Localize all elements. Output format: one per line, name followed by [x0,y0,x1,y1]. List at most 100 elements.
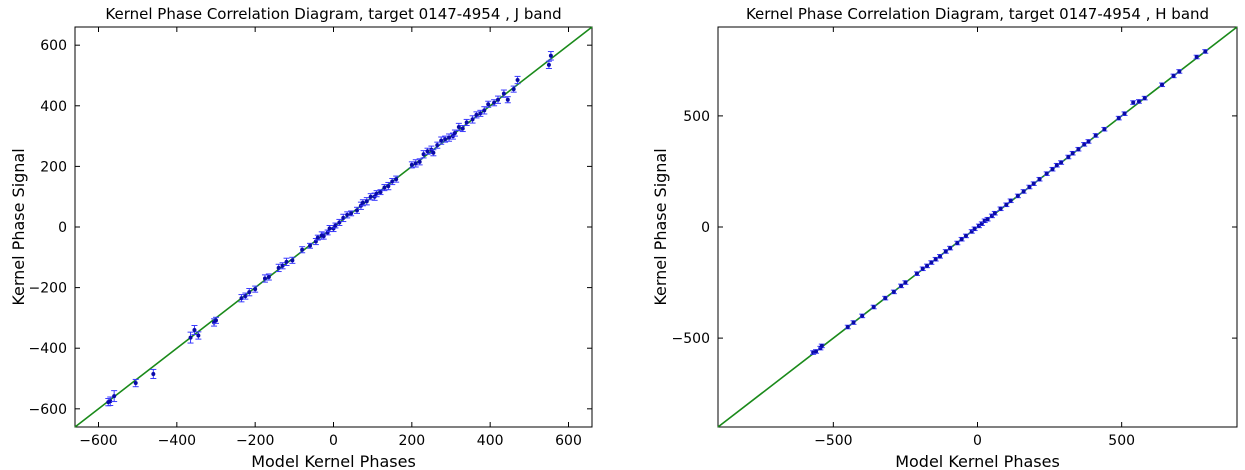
data-point [107,396,114,406]
point-marker [151,371,156,376]
chart-title: Kernel Phase Correlation Diagram, target… [746,5,1209,23]
data-point [261,274,268,283]
data-point [299,246,306,254]
data-point [870,304,877,310]
y-axis-label: Kernel Phase Signal [651,148,670,305]
point-marker [394,177,399,182]
point-marker [871,305,876,309]
y-tick-label: 200 [40,159,67,175]
data-point [962,233,969,239]
point-marker [486,102,491,107]
data-point [408,161,415,169]
point-marker [386,184,391,189]
data-point [283,257,290,266]
point-marker [368,194,373,199]
y-tick-label: −600 [29,402,67,418]
point-marker [943,249,948,254]
data-point [1085,139,1092,144]
data-point [314,234,321,241]
point-marker [948,246,953,251]
x-tick-label: −600 [79,433,117,449]
data-point [373,190,380,198]
point-marker [300,247,305,252]
y-tick-label: −200 [29,281,67,297]
data-point [947,245,954,251]
point-marker [891,289,896,294]
point-marker [188,335,193,340]
data-point [246,288,253,297]
data-point [340,213,347,223]
point-marker [460,126,465,131]
point-marker [1102,127,1107,132]
data-point [495,95,501,104]
data-point [473,111,480,119]
data-point [545,60,552,70]
data-point [307,242,313,249]
data-point [1043,171,1050,176]
data-point [150,368,157,380]
data-point [420,150,427,159]
point-marker [963,233,968,238]
point-marker [409,162,414,167]
y-tick-label: 400 [40,99,67,115]
point-marker [959,237,964,242]
point-marker [819,343,824,348]
point-marker [439,138,444,143]
point-marker [290,258,295,263]
data-point [514,75,521,85]
x-tick-label: 0 [973,433,982,449]
y-tick-label: −500 [672,331,710,347]
point-marker [1142,96,1147,101]
data-point [919,266,926,272]
data-point [1003,202,1010,208]
data-point [412,159,419,168]
point-marker [496,97,500,102]
data-point [1020,189,1027,194]
point-marker [814,349,819,354]
point-marker [1021,189,1026,194]
data-point [1030,181,1037,186]
point-marker [1116,116,1121,121]
point-marker [1037,177,1042,182]
data-point [971,226,978,232]
data-point [195,331,202,340]
point-marker [482,108,487,113]
y-tick-label: 600 [40,38,67,54]
point-marker [511,87,516,92]
point-marker [284,259,289,264]
data-point [446,133,453,142]
point-marker [214,318,218,323]
x-axis-label: Model Kernel Phases [251,452,416,470]
data-point [1176,69,1183,74]
data-point [1036,176,1043,182]
data-point [242,292,249,300]
x-axis-label: Model Kernel Phases [895,452,1060,470]
point-marker [1171,73,1176,78]
point-marker [112,394,117,399]
point-marker [1177,69,1182,74]
point-marker [933,257,938,262]
point-marker [883,296,888,301]
chart-h-band: Kernel Phase Correlation Diagram, target… [651,5,1238,470]
data-point [818,343,825,349]
data-point [937,254,944,259]
point-marker [421,152,426,157]
data-point [416,158,423,166]
data-point [111,390,118,403]
y-axis-label: Kernel Phase Signal [9,148,28,305]
point-marker [845,325,850,329]
data-point [1053,162,1060,168]
point-marker [108,399,113,404]
point-marker [1076,147,1081,152]
data-point [1159,82,1166,88]
point-marker [308,243,312,248]
data-point [451,129,458,137]
point-marker [1160,82,1165,87]
point-marker [548,53,553,58]
chart-title: Kernel Phase Correlation Diagram, target… [105,5,561,23]
point-marker [464,120,469,125]
point-marker [478,111,483,116]
data-point [547,51,554,61]
point-marker [413,161,418,166]
data-point [1075,146,1082,152]
